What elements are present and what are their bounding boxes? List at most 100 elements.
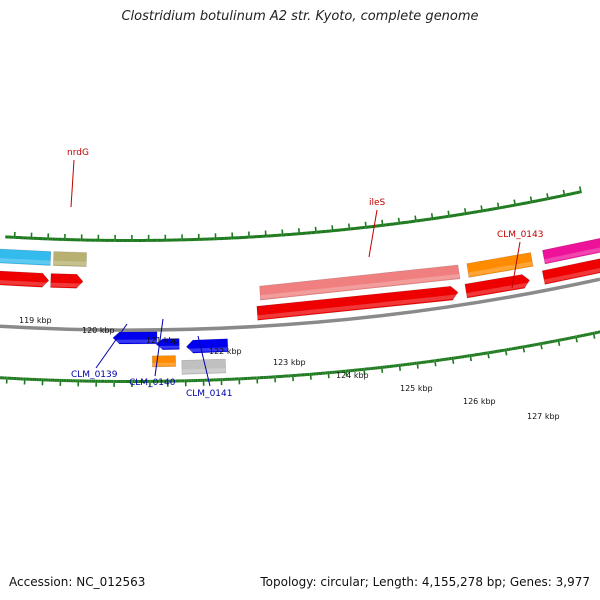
minor-tick	[536, 342, 539, 346]
major-tick	[397, 217, 401, 225]
minor-tick	[460, 355, 463, 359]
major-tick	[513, 199, 517, 207]
major-tick	[331, 225, 334, 233]
minor-tick	[556, 195, 560, 199]
minor-tick	[489, 207, 492, 212]
minor-tick	[474, 210, 477, 214]
minor-tick	[520, 345, 523, 349]
minor-tick	[455, 356, 458, 360]
minor-tick	[482, 209, 485, 213]
feature-block-grey-sheen	[181, 368, 226, 374]
minor-tick	[573, 335, 576, 339]
minor-tick	[558, 194, 561, 198]
minor-tick	[492, 350, 495, 354]
minor-tick	[537, 199, 540, 203]
major-tick	[364, 221, 367, 229]
minor-tick	[449, 214, 452, 218]
minor-tick	[452, 213, 456, 218]
minor-tick	[543, 341, 546, 345]
minor-tick	[506, 348, 509, 352]
feature-block-red	[0, 270, 50, 288]
minor-tick	[484, 208, 487, 212]
feature-block-red	[256, 285, 459, 321]
minor-tick	[523, 344, 527, 349]
feature-block-blue	[112, 331, 158, 345]
major-tick	[592, 331, 596, 339]
minor-tick	[500, 205, 504, 210]
major-tick	[464, 208, 467, 216]
minor-tick	[424, 218, 427, 222]
minor-tick	[433, 216, 436, 221]
minor-tick	[568, 192, 571, 196]
gene-callouts: nrdG ileS CLM_0143 CLM_0139 CLM_0140 CLM_0141	[67, 148, 543, 399]
major-tick	[309, 372, 312, 380]
major-tick	[487, 351, 490, 359]
minor-tick	[513, 346, 516, 351]
minor-tick	[495, 206, 499, 210]
minor-tick	[532, 199, 535, 204]
minor-tick	[507, 204, 510, 208]
major-tick	[281, 229, 284, 237]
minor-tick	[502, 205, 505, 209]
minor-tick	[553, 339, 557, 343]
minor-tick	[542, 198, 545, 202]
minor-tick	[483, 351, 486, 356]
minor-tick	[533, 199, 537, 203]
gene-leader-line	[70, 159, 75, 208]
minor-tick	[429, 217, 432, 221]
minor-tick	[525, 201, 528, 205]
minor-tick	[518, 202, 522, 206]
feature-block-blue	[185, 338, 229, 354]
minor-tick	[520, 202, 523, 206]
kbp-label: 124 kbp	[336, 371, 369, 380]
minor-tick	[527, 200, 530, 205]
minor-tick	[461, 212, 464, 216]
minor-tick	[466, 211, 469, 216]
minor-tick	[569, 192, 573, 196]
minor-tick	[527, 344, 530, 348]
major-tick	[504, 348, 508, 356]
minor-tick	[548, 340, 551, 344]
minor-tick	[552, 339, 555, 343]
gene-label: CLM_0140	[129, 378, 176, 388]
gene-label: CLM_0143	[497, 230, 543, 240]
feature-block-orange-sheen	[468, 261, 533, 277]
major-tick	[529, 196, 533, 204]
inner-tick-ring	[0, 330, 600, 387]
kbp-label: 125 kbp	[400, 384, 433, 393]
minor-tick	[467, 211, 471, 215]
minor-tick	[476, 210, 479, 214]
minor-tick	[472, 353, 476, 357]
map-title: Clostridium botulinum A2 str. Kyoto, com…	[121, 9, 479, 24]
feature-block-cyan	[0, 248, 52, 266]
minor-tick	[481, 352, 484, 356]
feature-block-red-sheen	[0, 280, 49, 287]
feature-block-red	[541, 258, 600, 285]
minor-tick	[540, 198, 543, 202]
minor-tick	[583, 333, 586, 337]
gene-label: nrdG	[67, 148, 89, 158]
minor-tick	[538, 198, 542, 202]
major-tick	[414, 215, 417, 223]
minor-tick	[486, 208, 489, 212]
minor-tick	[578, 190, 581, 194]
minor-tick	[499, 206, 502, 210]
major-tick	[574, 335, 578, 343]
gene-leader-line	[511, 241, 521, 289]
minor-tick	[471, 210, 474, 215]
feature-block-salmon	[259, 264, 461, 301]
genome-summary-text: Topology: circular; Length: 4,155,278 bp…	[260, 575, 590, 589]
minor-tick	[505, 204, 509, 209]
minor-tick	[551, 196, 555, 200]
feature-block-orange	[151, 355, 177, 368]
minor-tick	[555, 195, 558, 199]
minor-tick	[574, 191, 578, 195]
minor-tick	[487, 208, 490, 212]
major-tick	[345, 369, 348, 377]
minor-tick	[541, 341, 544, 345]
minor-tick	[497, 349, 500, 353]
minor-tick	[525, 344, 528, 348]
minor-tick	[499, 349, 502, 353]
minor-tick	[560, 194, 563, 198]
